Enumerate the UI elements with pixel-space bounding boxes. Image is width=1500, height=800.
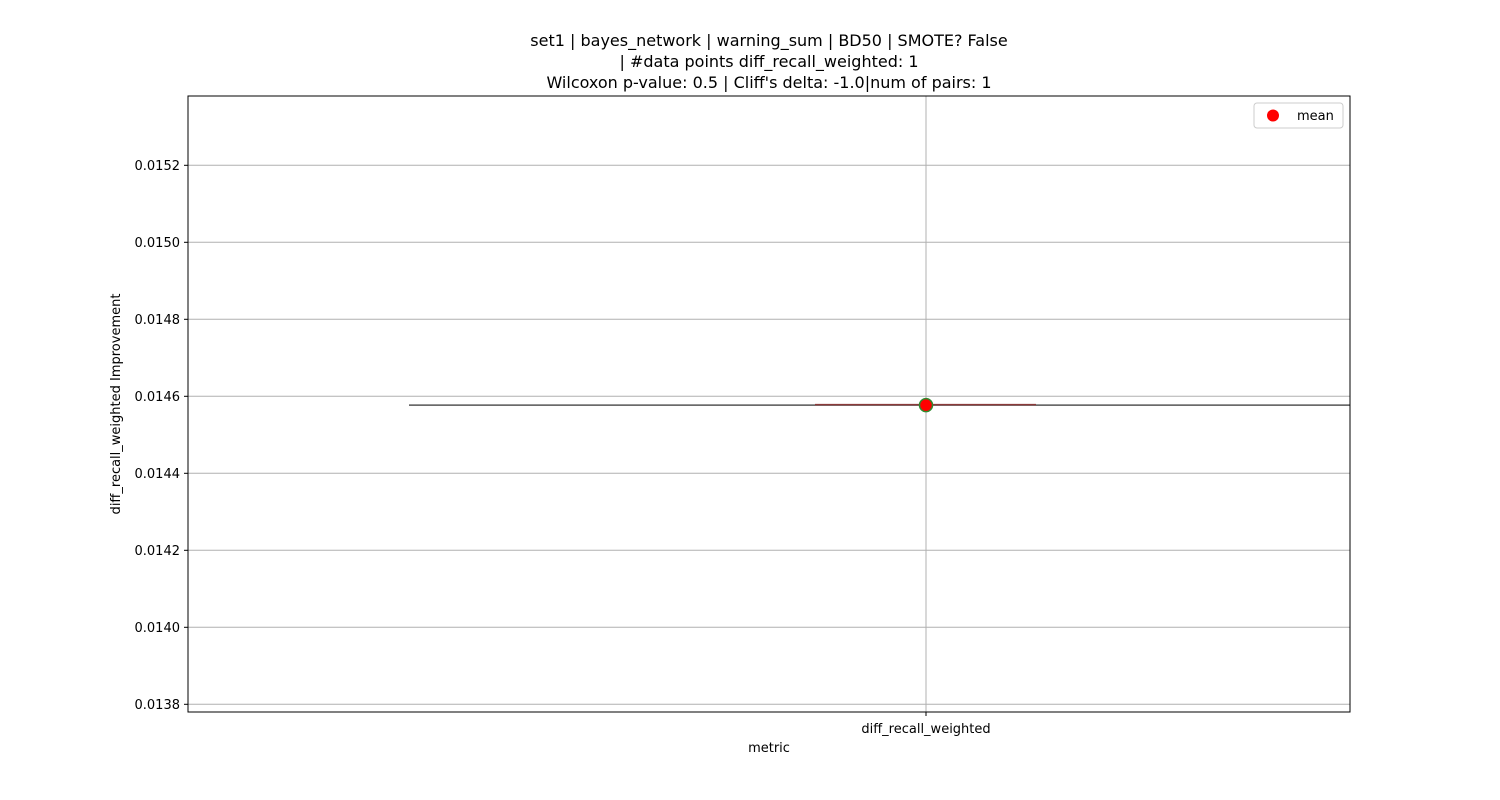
y-tick-label: 0.0144 bbox=[135, 467, 181, 482]
box-plot bbox=[409, 397, 1350, 413]
plot-area-frame bbox=[187, 95, 1351, 713]
title-line-3: Wilcoxon p-value: 0.5 | Cliff's delta: -… bbox=[546, 73, 991, 92]
x-tick-label: diff_recall_weighted bbox=[861, 722, 990, 737]
legend-entry-mean: mean bbox=[1297, 109, 1334, 124]
y-tick-label: 0.0152 bbox=[135, 159, 181, 174]
y-tick-label: 0.0150 bbox=[135, 236, 181, 251]
y-tick-label: 0.0140 bbox=[135, 621, 181, 636]
y-tick-label: 0.0138 bbox=[135, 698, 181, 713]
y-tick-label: 0.0148 bbox=[135, 313, 181, 328]
mean-marker bbox=[918, 397, 934, 413]
legend-box bbox=[1253, 102, 1344, 129]
y-tick-label: 0.0142 bbox=[135, 544, 181, 559]
title-line-2: | #data points diff_recall_weighted: 1 bbox=[619, 52, 918, 72]
legend: mean bbox=[1253, 102, 1344, 129]
x-axis-label: metric bbox=[748, 741, 790, 756]
y-tick-label: 0.0146 bbox=[135, 390, 181, 405]
grid-lines bbox=[188, 96, 1350, 712]
legend-mean-marker bbox=[1267, 109, 1279, 122]
y-axis-label: diff_recall_weighted Improvement bbox=[109, 294, 124, 515]
x-axis-ticks: diff_recall_weighted bbox=[861, 712, 991, 737]
y-axis-ticks: 0.0138 0.0140 0.0142 0.0144 0.0146 0.0148 0.01… bbox=[135, 159, 188, 713]
chart-title: set1 | bayes_network | warning_sum | BD5… bbox=[530, 31, 1007, 92]
title-line-1: set1 | bayes_network | warning_sum | BD5… bbox=[530, 31, 1007, 51]
